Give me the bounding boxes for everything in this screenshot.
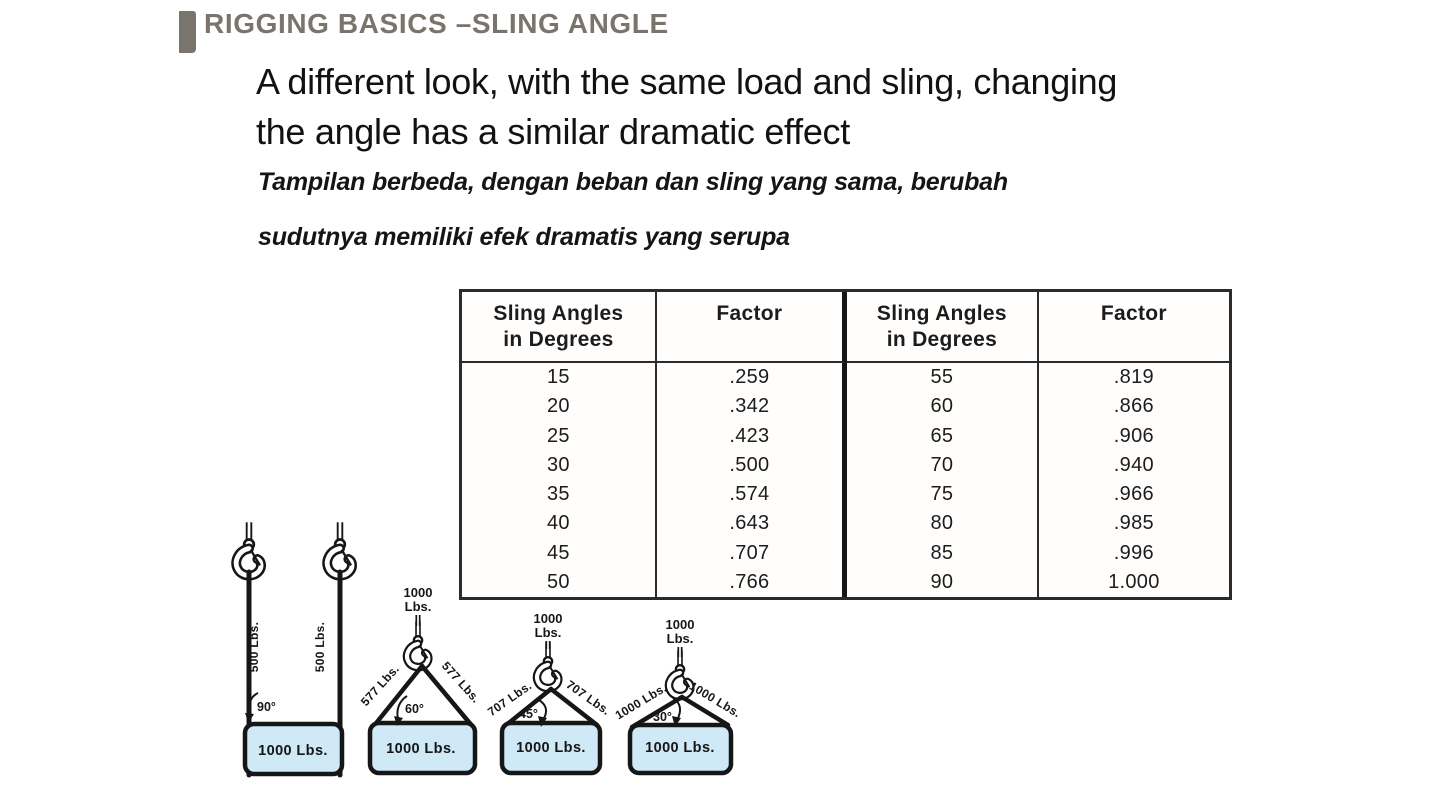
table-cell: 55 [847, 363, 1039, 393]
load-weight-label: 1000 Lbs. [258, 743, 328, 759]
sling-leg-right [419, 663, 476, 730]
sling-leg-left [370, 663, 425, 730]
hoist-load-label: 1000 [404, 585, 433, 600]
table-cell: 90 [847, 567, 1039, 597]
table-cell: .500 [657, 450, 848, 480]
slide-title: A different look, with the same load and… [256, 57, 1236, 157]
header-line: Sling Angles [876, 302, 1007, 325]
angle-arc [396, 695, 408, 720]
table-cell: 15 [462, 363, 657, 393]
table-header-sling-angles-left: Sling Angles in Degrees [462, 292, 657, 363]
table-cell: 35 [462, 480, 657, 510]
leg-load-label: 500 Lbs. [247, 622, 261, 672]
table-cell: .643 [657, 509, 848, 539]
sling-diagram-45deg: 1000 Lbs. 707 Lbs. 707 Lbs. 45° 1000 Lbs… [485, 611, 613, 776]
header-line: in Degrees [886, 328, 998, 351]
kicker-title: RIGGING BASICS –SLING ANGLE [204, 8, 669, 39]
slide-title-line-2: the angle has a similar dramatic effect [256, 111, 850, 152]
sling-diagram-30deg: 1000 Lbs. 1000 Lbs. 1000 Lbs. 30° 1000 L… [613, 617, 743, 776]
hoist-load-label: Lbs. [535, 625, 562, 640]
sling-leg-left [629, 694, 685, 730]
table-cell: 60 [847, 392, 1039, 422]
table-cell: 65 [847, 421, 1039, 451]
angle-arrowhead [245, 713, 254, 723]
table-cell: .866 [1113, 395, 1154, 418]
header-line: Factor [716, 302, 783, 325]
table-cell: .259 [657, 363, 848, 393]
sling-diagram-90deg: 500 Lbs. 500 Lbs. 90° 1000 Lbs. [225, 512, 365, 778]
load-weight-label: 1000 Lbs. [645, 740, 715, 756]
leg-load-label: 707 Lbs. [564, 678, 613, 718]
leg-load-label: 577 Lbs. [439, 659, 483, 706]
load-box [242, 721, 345, 777]
hoist-load-label: Lbs. [667, 631, 694, 646]
table-cell: .574 [657, 480, 848, 510]
kicker-accent-bar [179, 11, 196, 53]
hook-icon [327, 522, 352, 575]
header-line: Sling Angles [493, 302, 624, 325]
load-box [499, 720, 603, 776]
table-cell: 25 [462, 421, 657, 451]
table-cell: .819 [1113, 366, 1154, 389]
hoist-load-label: 1000 [534, 611, 563, 626]
sling-factor-table: Sling Angles in Degrees Factor Sling Ang… [459, 289, 1232, 600]
angle-label: 60° [405, 702, 424, 716]
table-cell: .906 [1113, 424, 1154, 447]
table-cell: 80 [847, 509, 1039, 539]
hook-icon [236, 522, 261, 575]
hoist-load-label: Lbs. [405, 599, 432, 614]
table-cell: .707 [657, 538, 848, 568]
table-cell: .996 [1113, 541, 1154, 564]
header-line: Factor [1100, 302, 1167, 325]
table-cell: .423 [657, 421, 848, 451]
angle-arrowhead [672, 716, 681, 727]
slide-title-line-1: A different look, with the same load and… [256, 61, 1118, 102]
angle-label: 45° [519, 707, 538, 721]
table-cell: .940 [1113, 453, 1154, 476]
hook-icon [537, 642, 558, 688]
table-cell: .985 [1113, 512, 1154, 535]
table-cell: 85 [847, 538, 1039, 568]
table-header-sling-angles-right: Sling Angles in Degrees [847, 292, 1039, 363]
table-cell: 50 [462, 567, 657, 597]
table-header-factor-left: Factor [656, 292, 848, 363]
table-cell: .342 [657, 392, 848, 422]
sling-leg-left [502, 686, 554, 729]
table-cell: 40 [462, 509, 657, 539]
leg-load-label: 1000 Lbs. [687, 679, 743, 721]
angle-arc [247, 692, 259, 717]
sling-diagram-60deg: 1000 Lbs. 577 Lbs. 577 Lbs. 60° 1000 Lbs… [358, 585, 483, 776]
angle-label: 90° [257, 700, 276, 714]
angle-arrowhead [394, 716, 403, 726]
hook-icon [407, 621, 428, 667]
subtitle-line-1: Tampilan berbeda, dengan beban dan sling… [258, 168, 1008, 196]
load-weight-label: 1000 Lbs. [516, 740, 586, 756]
subtitle-line-2: sudutnya memiliki efek dramatis yang ser… [258, 223, 790, 251]
table-cell: 1.000 [1108, 570, 1160, 593]
table-cell: 20 [462, 392, 657, 422]
load-box [627, 722, 734, 776]
table-cell: 75 [847, 480, 1039, 510]
header-line: in Degrees [503, 328, 614, 351]
angle-arrowhead [538, 716, 547, 727]
table-cell: .966 [1113, 483, 1154, 506]
leg-load-label: 500 Lbs. [313, 622, 327, 672]
table-cell: .766 [657, 567, 848, 597]
sling-leg-right [679, 694, 731, 728]
table-header-factor-right: Factor [1038, 292, 1229, 363]
table-cell: 70 [847, 450, 1039, 480]
load-weight-label: 1000 Lbs. [386, 741, 456, 757]
angle-label: 30° [653, 710, 672, 724]
table-cell: 30 [462, 450, 657, 480]
sling-leg-right [548, 686, 600, 728]
hoist-load-label: 1000 [666, 617, 695, 632]
table-cell: 45 [462, 538, 657, 568]
load-box [367, 720, 478, 776]
